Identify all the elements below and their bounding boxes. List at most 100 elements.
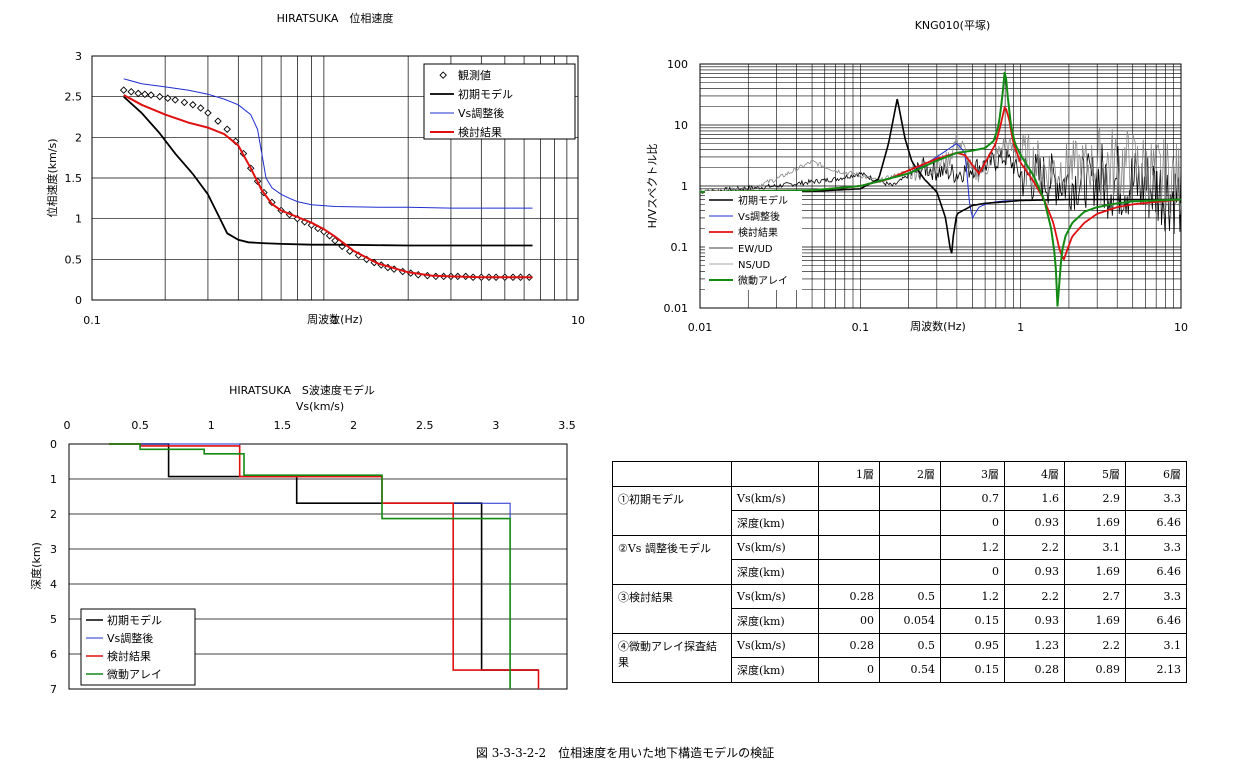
table-cell: 0.93 — [1004, 510, 1065, 536]
table-cell: 1.6 — [1004, 485, 1065, 511]
observed-point — [141, 90, 149, 98]
chart-title: KNG010(平塚) — [915, 19, 991, 32]
hv-spectral-ratio-chart: 0.01 0.1 1 10 100 0.01 0.1 1 10 KNG010(平塚) 周波数(Hz)… — [646, 19, 1188, 334]
table-cell: 2.2 — [1004, 534, 1065, 560]
observed-point — [331, 236, 339, 245]
legend-label: 初期モデル — [738, 194, 788, 207]
y-tick-label: 0 — [75, 294, 82, 307]
x-tick-label: 2 — [350, 419, 357, 432]
table-cell — [879, 559, 941, 585]
y-tick-label: 0.5 — [65, 253, 83, 266]
legend-box — [705, 191, 802, 290]
table-cell: 0 — [940, 559, 1005, 585]
table-cell — [818, 485, 880, 511]
table-cell — [879, 485, 941, 511]
table-row: ③検討結果 Vs(km/s) 0.28 0.5 1.2 2.2 2.7 3.3 — [612, 583, 1187, 634]
legend-label: Vs調整後 — [458, 106, 504, 120]
table-header-cell: 4層 — [1004, 461, 1065, 487]
table-cell: 0.5 — [879, 632, 941, 658]
observed-point — [171, 96, 179, 104]
table-param-cell: 深度(km) — [731, 510, 819, 536]
y-tick-label: 7 — [50, 683, 57, 695]
phase-velocity-chart: 0 0.5 1 1.5 2 2.5 3 0.1 1 10 HIRATSUKA 位相速度周波数(Hz)… — [45, 11, 585, 327]
x-tick-label: 1 — [332, 314, 339, 327]
y-tick-label: 3 — [50, 543, 57, 556]
x-tick-label: 1 — [208, 419, 215, 432]
table-param-cell: Vs(km/s) — [731, 485, 819, 511]
table-cell: 1.69 — [1064, 510, 1126, 536]
legend-box — [423, 63, 576, 140]
table-cell: 0.5 — [879, 583, 941, 609]
x-tick-label: 10 — [571, 314, 585, 327]
table-cell: 1.2 — [940, 534, 1005, 560]
observed-point — [189, 101, 197, 109]
table-header-cell — [612, 461, 732, 487]
table-cell — [818, 534, 880, 560]
observed-point — [214, 117, 222, 125]
y-tick-label: 1 — [681, 180, 688, 193]
x-tick-label: 0.1 — [852, 321, 870, 334]
table-cell: 2.9 — [1064, 485, 1126, 511]
y-axis-label: 位相速度(km/s) — [45, 138, 59, 217]
observed-point — [155, 92, 164, 101]
y-tick-label: 2 — [75, 131, 82, 144]
table-cell — [818, 510, 880, 536]
table-cell: 2.2 — [1004, 583, 1065, 609]
y-tick-label: 3 — [75, 50, 82, 63]
table-cell: 0.93 — [1004, 559, 1065, 585]
table-cell — [879, 510, 941, 536]
table-cell: 2.7 — [1064, 583, 1126, 609]
table-cell: 3.3 — [1125, 583, 1187, 609]
table-cell: 0.89 — [1064, 657, 1126, 683]
y-tick-label: 5 — [50, 613, 57, 626]
legend-label: NS/UD — [738, 260, 771, 271]
table-cell: 0.15 — [940, 608, 1005, 634]
table-cell: 0.93 — [1004, 608, 1065, 634]
y-tick-label: 1.5 — [65, 172, 83, 185]
table-cell: 0 — [940, 510, 1005, 536]
x-axis-label: 周波数(Hz) — [910, 320, 966, 333]
legend-marker — [439, 71, 447, 79]
table-param-cell: 深度(km) — [731, 559, 819, 585]
y-tick-label: 10 — [674, 119, 688, 132]
table-param-cell: Vs(km/s) — [731, 583, 819, 609]
s-wave-velocity-model-chart: 0 0.5 1 1.5 2 2.5 3 3.5 0 1 2 3 4 5 6 7 HIRATSUKA S波速度モデ… — [29, 383, 576, 695]
x-axis-label: Vs(km/s) — [296, 400, 344, 413]
table-group-label: ①初期モデル — [612, 485, 732, 536]
plot-frame — [91, 55, 579, 301]
table-row: ②Vs 調整後モデル Vs(km/s) 1.2 2.2 3.1 3.3 — [612, 534, 1187, 585]
plot-frame — [68, 443, 568, 690]
observed-point — [119, 86, 128, 94]
observed-point — [164, 94, 172, 103]
table-cell: 0.28 — [818, 632, 880, 658]
observed-point — [180, 98, 189, 107]
y-tick-label: 1 — [75, 213, 82, 226]
table-cell: 1.23 — [1004, 632, 1065, 658]
table-row: 深度(km) 0 0.93 1.69 6.46 — [613, 510, 1187, 536]
table-row: ①初期モデル Vs(km/s) 0.7 1.6 2.9 3.3 — [612, 485, 1187, 536]
x-tick-label: 0.1 — [83, 314, 101, 327]
series-line — [108, 443, 511, 689]
table-cell: 0.28 — [818, 583, 880, 609]
table-header-cell: 2層 — [879, 461, 941, 487]
x-tick-label: 3.5 — [558, 419, 576, 432]
series-line — [123, 78, 533, 209]
table-cell: 0.28 — [1004, 657, 1065, 683]
table-cell: 6.46 — [1125, 510, 1187, 536]
legend-label: 微動アレイ — [738, 274, 788, 287]
table-cell: 6.46 — [1125, 608, 1187, 634]
table-header-cell: 3層 — [940, 461, 1005, 487]
table-header-cell: 5層 — [1064, 461, 1126, 487]
x-tick-label: 1.5 — [274, 419, 292, 432]
y-tick-label: 1 — [50, 473, 57, 486]
legend-label: EW/UD — [738, 244, 773, 255]
table-cell: 0.7 — [940, 485, 1005, 511]
table-cell: 1.2 — [940, 583, 1005, 609]
y-axis-label: H/Vスペクトル比 — [646, 144, 659, 229]
table-param-cell: Vs(km/s) — [731, 534, 819, 560]
layer-model-table: 1層 2層 3層 4層 5層 6層 ①初期モデル Vs(km/s) 0.7 1.6 2.… — [612, 461, 1187, 683]
legend-label: Vs調整後 — [107, 631, 153, 645]
table-cell: 3.3 — [1125, 485, 1187, 511]
table-cell — [879, 534, 941, 560]
legend-label: Vs調整後 — [738, 210, 780, 223]
